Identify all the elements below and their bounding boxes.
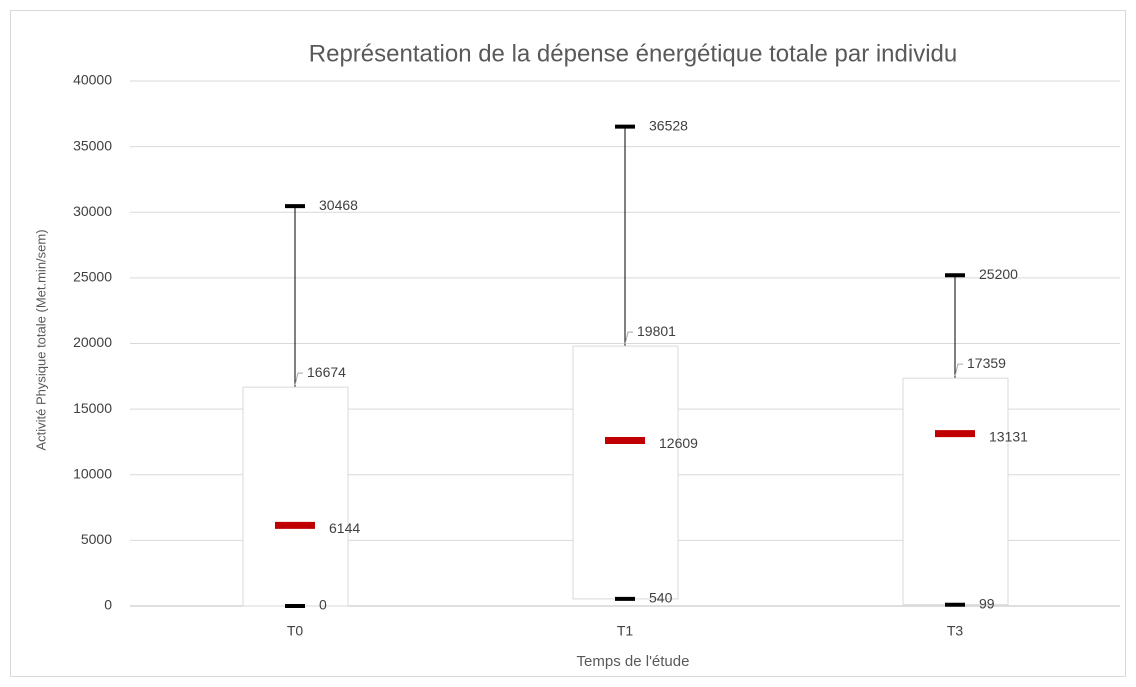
y-tick-label: 30000 [73, 203, 112, 219]
q3-label: 16674 [307, 364, 346, 380]
y-tick-label: 20000 [73, 334, 112, 350]
x-tick-label: T0 [287, 623, 304, 639]
y-tick-label: 10000 [73, 465, 112, 481]
min-label: 540 [649, 590, 673, 606]
y-tick-label: 0 [104, 597, 112, 613]
q3-label: 17359 [967, 355, 1006, 371]
max-label: 25200 [979, 266, 1018, 282]
min-label: 99 [979, 595, 995, 611]
median-label: 6144 [329, 520, 360, 536]
label-leader [294, 372, 303, 386]
median-label: 12609 [659, 435, 698, 451]
x-axis-title: Temps de l'étude [577, 653, 690, 670]
max-label: 36528 [649, 117, 688, 133]
box [902, 377, 1009, 606]
box [242, 386, 349, 607]
chart-title: Représentation de la dépense énergétique… [309, 40, 957, 67]
median-label: 13131 [989, 428, 1028, 444]
label-leader [624, 331, 633, 345]
y-tick-label: 40000 [73, 72, 112, 88]
q3-label: 19801 [637, 323, 676, 339]
y-tick-label: 5000 [81, 531, 112, 547]
y-axis-title: Activité Physique totale (Met.min/sem) [33, 229, 48, 450]
y-tick-label: 35000 [73, 137, 112, 153]
min-label: 0 [319, 597, 327, 613]
x-tick-label: T3 [947, 623, 964, 639]
box [572, 345, 679, 600]
y-tick-label: 15000 [73, 400, 112, 416]
max-label: 30468 [319, 197, 358, 213]
label-leader [954, 363, 963, 377]
x-tick-label: T1 [617, 623, 634, 639]
y-tick-label: 25000 [73, 269, 112, 285]
